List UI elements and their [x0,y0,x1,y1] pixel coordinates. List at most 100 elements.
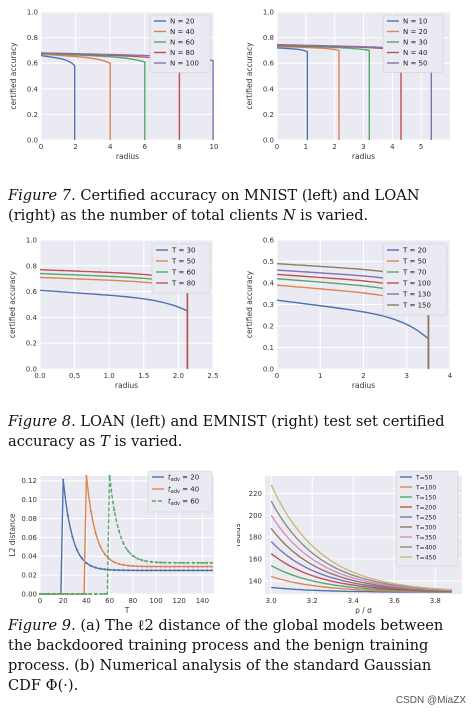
series-point [168,569,172,572]
series-point [210,565,213,568]
series-point [62,592,65,596]
y-tick-label: 0.02 [21,572,37,580]
series-point [43,592,46,596]
series-point [196,569,199,572]
series-point [71,592,74,596]
series-point [136,565,139,568]
series-point [117,529,120,532]
series-point [89,510,93,513]
legend-entry: T=200 [415,504,436,511]
series-point [127,549,130,553]
series-point [140,565,144,568]
caption-text: LOAN (left) and EMNIST (right) test set … [8,413,445,450]
series-point [145,569,148,572]
legend-entry: T=150 [415,494,436,501]
x-axis-label: ρ / σ [355,606,372,614]
series-point [122,542,125,545]
y-tick-label: 0.0 [263,366,274,374]
series-point [187,569,190,572]
x-axis-label: radius [115,381,138,390]
legend-entry: N = 20 [403,28,427,36]
series-point [94,592,97,596]
x-axis-label: T [124,606,130,614]
series-line [270,500,452,591]
x-tick-label: 1 [304,143,308,151]
x-tick-label: 5 [419,143,423,151]
series-point [94,566,97,569]
x-tick-label: 10 [210,143,219,151]
series-point [205,561,209,564]
y-tick-label: 0.6 [263,237,275,245]
y-tick-label: 1.0 [263,9,274,17]
series-point [173,561,176,564]
series-point [150,560,153,563]
y-tick-label: 0.0 [27,137,38,145]
chart-gaussian-cdf: 3.0 3.2 3.4 3.6 3.8 140 160 180 200 220 ρ / σ radiu… [237,470,462,614]
legend-entry: T = 80 [171,279,196,287]
legend-entry: tadv = 60 [168,497,199,507]
y-tick-label: 0.2 [26,340,37,348]
series-point [159,565,162,568]
series-point [201,569,204,572]
legend-entry: T = 30 [171,246,196,254]
caption-label: Figure 7. [8,187,76,204]
y-tick-label: 0.12 [21,477,37,485]
series-point [99,592,102,596]
x-tick-label: 1.0 [104,372,115,380]
series-point [154,569,158,572]
series-point [66,514,69,517]
x-tick-label: 0.5 [69,372,80,380]
series-point [127,564,130,567]
series-point [196,561,199,564]
series-point [210,569,213,572]
legend-entry: N = 40 [170,28,194,36]
series-point [164,565,167,568]
legend-entry: T = 70 [402,268,427,276]
series-line [40,52,146,140]
y-tick-label: 1.0 [27,9,38,17]
series-point [136,557,139,560]
x-tick-label: 3.0 [266,597,277,605]
y-axis-label: certified accuracy [245,42,254,110]
y-tick-label: 0.2 [27,111,38,119]
y-tick-label: 160 [249,556,262,564]
legend-entry: N = 30 [403,38,427,46]
y-tick-label: 0.6 [26,288,38,296]
series-point [136,569,139,572]
y-tick-label: 200 [249,512,262,520]
series-point [164,561,167,564]
series-point [76,549,79,552]
chart-loan-clients: 0 1 2 3 4 5 0.0 0.2 0.4 0.6 0.8 1.0 radius certified … [245,9,450,161]
series-point [131,569,134,572]
series-point [159,561,162,564]
legend-entry: T=250 [415,514,436,521]
legend-entry: T=400 [415,544,436,551]
y-tick-label: 0.00 [21,591,37,599]
y-tick-label: 0.1 [263,344,274,352]
legend-entry: T=50 [415,474,433,481]
series-point [168,565,172,568]
series-line [40,54,76,140]
legend-entry: N = 60 [170,38,194,46]
series-point [71,535,74,539]
series-point [201,565,204,568]
series-point [94,532,97,535]
x-tick-label: 1.5 [138,372,149,380]
series-point [154,565,158,568]
y-tick-label: 0.4 [263,280,275,288]
legend-entry: T = 60 [171,268,196,276]
x-axis-label: radius [352,381,375,390]
x-tick-label: 3.4 [348,597,360,605]
x-tick-label: 8 [177,143,181,151]
series-point [178,569,181,572]
legend-entry: T = 130 [402,290,431,298]
x-tick-label: 0 [39,143,43,151]
x-tick-label: 20 [59,597,68,605]
legend-entry: T = 100 [402,279,431,287]
caption-text: (a) The ℓ2 distance of the global models… [8,617,444,694]
y-tick-label: 0.08 [21,515,37,523]
y-tick-label: 140 [249,577,262,585]
series-point [103,592,107,596]
series-point [117,569,120,572]
series-point [99,567,102,570]
